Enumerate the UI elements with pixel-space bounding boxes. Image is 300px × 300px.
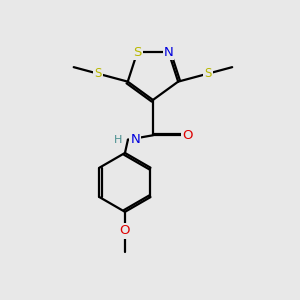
Text: O: O [120,224,130,238]
Text: S: S [204,67,212,80]
Text: N: N [130,133,140,146]
Text: H: H [114,135,123,145]
Text: N: N [164,46,173,59]
Text: O: O [182,129,193,142]
Text: S: S [133,46,142,59]
Text: S: S [94,67,102,80]
